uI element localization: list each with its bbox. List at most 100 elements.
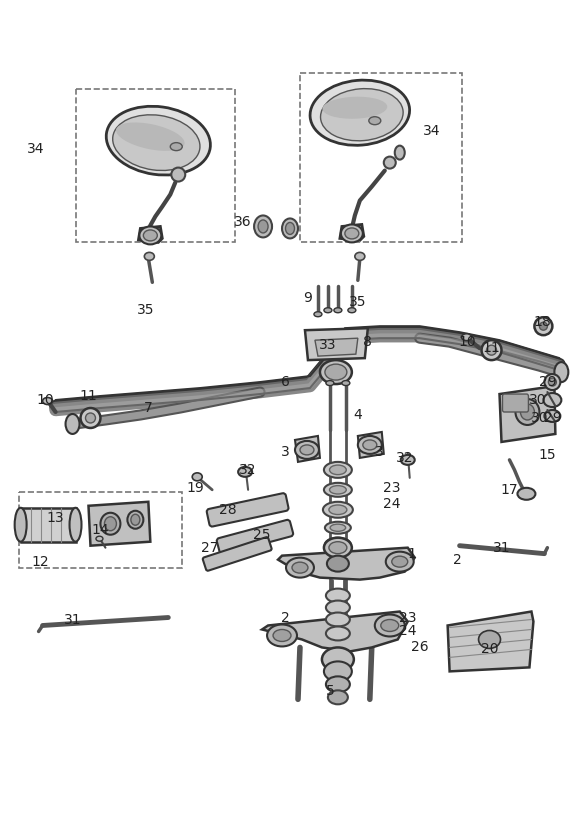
Ellipse shape (323, 502, 353, 517)
Ellipse shape (535, 317, 552, 335)
Ellipse shape (131, 514, 140, 525)
Ellipse shape (292, 562, 308, 574)
Ellipse shape (325, 364, 347, 380)
Text: 27: 27 (202, 541, 219, 555)
FancyBboxPatch shape (217, 520, 293, 555)
Text: 6: 6 (280, 375, 289, 389)
Ellipse shape (549, 378, 556, 386)
Ellipse shape (334, 307, 342, 313)
Ellipse shape (100, 513, 121, 535)
Ellipse shape (327, 555, 349, 572)
Ellipse shape (545, 410, 560, 422)
Ellipse shape (310, 80, 410, 145)
Ellipse shape (329, 505, 347, 514)
Text: 24: 24 (399, 625, 416, 639)
Ellipse shape (258, 220, 268, 233)
Text: 5: 5 (325, 685, 334, 698)
Text: 28: 28 (219, 503, 237, 517)
Ellipse shape (345, 228, 359, 239)
Text: 13: 13 (47, 511, 64, 525)
Text: 10: 10 (459, 335, 476, 349)
Ellipse shape (386, 551, 414, 572)
Text: 26: 26 (411, 640, 429, 654)
Ellipse shape (363, 440, 377, 450)
Ellipse shape (329, 541, 347, 554)
Ellipse shape (330, 524, 346, 531)
Polygon shape (295, 436, 320, 462)
Ellipse shape (328, 691, 348, 705)
Polygon shape (278, 548, 415, 579)
Bar (19, 492, 182, 568)
Ellipse shape (482, 340, 501, 360)
Ellipse shape (282, 218, 298, 238)
Bar (76, 89, 235, 242)
Ellipse shape (15, 508, 27, 541)
Ellipse shape (381, 620, 399, 631)
Text: 33: 33 (319, 338, 336, 352)
Text: 14: 14 (92, 522, 109, 536)
Text: 35: 35 (349, 295, 367, 309)
Ellipse shape (143, 230, 157, 241)
Ellipse shape (286, 558, 314, 578)
Ellipse shape (326, 381, 334, 386)
FancyBboxPatch shape (207, 494, 289, 527)
Ellipse shape (43, 397, 52, 405)
Ellipse shape (128, 511, 143, 529)
Text: 2: 2 (280, 611, 289, 625)
FancyBboxPatch shape (503, 394, 528, 412)
Ellipse shape (487, 345, 497, 355)
Polygon shape (138, 227, 162, 242)
Ellipse shape (286, 222, 294, 234)
Ellipse shape (170, 143, 182, 151)
Text: 3: 3 (375, 445, 384, 459)
Text: 20: 20 (481, 643, 498, 657)
Ellipse shape (384, 157, 396, 169)
Ellipse shape (86, 413, 96, 423)
Ellipse shape (326, 626, 350, 640)
Ellipse shape (554, 362, 568, 382)
Ellipse shape (358, 436, 382, 454)
Polygon shape (305, 328, 368, 360)
Ellipse shape (401, 455, 415, 465)
Text: 25: 25 (254, 527, 271, 541)
Text: 12: 12 (32, 555, 50, 569)
Ellipse shape (348, 307, 356, 313)
Text: 11: 11 (483, 341, 500, 355)
Ellipse shape (369, 117, 381, 124)
Ellipse shape (543, 393, 561, 407)
Ellipse shape (330, 541, 346, 549)
Text: 32: 32 (396, 451, 413, 465)
Text: 31: 31 (64, 612, 82, 626)
Text: 29: 29 (543, 411, 561, 425)
Ellipse shape (324, 307, 332, 313)
Ellipse shape (171, 167, 185, 181)
Text: 1: 1 (408, 546, 416, 560)
Ellipse shape (342, 381, 350, 386)
Ellipse shape (462, 334, 472, 340)
Ellipse shape (320, 360, 352, 384)
Polygon shape (315, 338, 358, 356)
Ellipse shape (326, 677, 350, 692)
Ellipse shape (326, 612, 350, 626)
Text: 4: 4 (353, 408, 362, 422)
FancyBboxPatch shape (203, 537, 272, 571)
Ellipse shape (254, 215, 272, 237)
Text: 19: 19 (187, 481, 204, 495)
Ellipse shape (329, 485, 346, 494)
Ellipse shape (324, 662, 352, 681)
Ellipse shape (145, 252, 154, 260)
Text: 31: 31 (493, 541, 510, 555)
Polygon shape (500, 386, 556, 442)
Ellipse shape (322, 648, 354, 672)
Ellipse shape (395, 146, 405, 160)
Ellipse shape (375, 615, 405, 636)
Ellipse shape (326, 601, 350, 615)
Polygon shape (340, 224, 364, 241)
Text: 23: 23 (383, 481, 401, 495)
Polygon shape (89, 502, 150, 545)
Ellipse shape (295, 441, 319, 459)
Ellipse shape (325, 522, 351, 534)
Ellipse shape (329, 465, 346, 475)
Ellipse shape (545, 374, 560, 390)
Text: 11: 11 (80, 389, 97, 403)
